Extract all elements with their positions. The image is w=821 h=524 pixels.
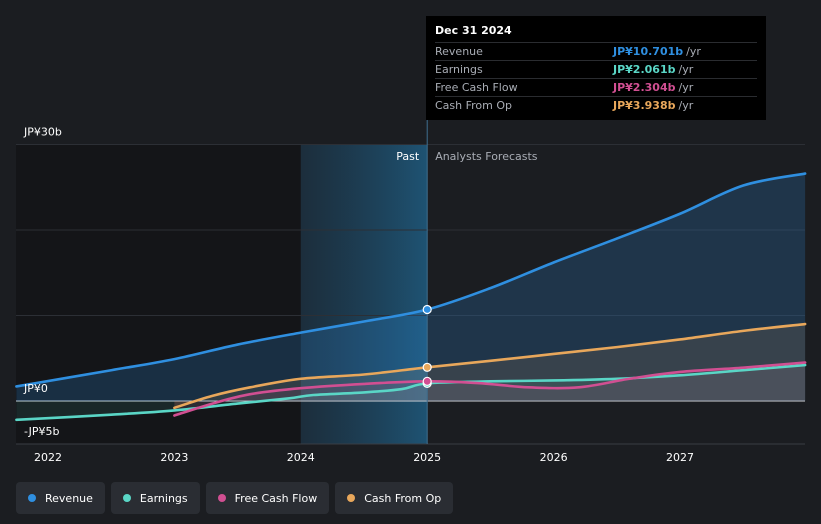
x-tick-label: 2024: [287, 451, 315, 464]
tooltip-row-free-cash-flow: Free Cash Flow JP¥2.304b /yr: [435, 78, 757, 96]
tooltip-value: JP¥3.938b: [613, 99, 676, 112]
tooltip-unit: /yr: [678, 99, 694, 112]
tooltip-unit: /yr: [678, 81, 694, 94]
tooltip-label: Earnings: [435, 63, 483, 76]
free-cash-flow-line: [173, 361, 807, 417]
tooltip-value: JP¥10.701b: [613, 45, 684, 58]
cash-from-op-marker: [422, 362, 432, 372]
legend-dot-icon: [347, 494, 356, 502]
x-tick-label: 2022: [34, 451, 62, 464]
tooltip-markers: [422, 304, 432, 388]
tooltip: Dec 31 2024 Revenue JP¥10.701b /yr Earni…: [426, 16, 766, 120]
gridlines: [16, 144, 805, 445]
tooltip-row-revenue: Revenue JP¥10.701b /yr: [435, 42, 757, 60]
tooltip-label: Free Cash Flow: [435, 81, 518, 94]
past-label: Past: [396, 150, 420, 163]
legend-label: Revenue: [45, 491, 93, 505]
tooltip-unit: /yr: [678, 63, 694, 76]
revenue-marker: [422, 304, 432, 315]
tooltip-value: JP¥2.304b: [613, 81, 676, 94]
x-tick-label: 2027: [666, 451, 694, 464]
forecast-label: Analysts Forecasts: [435, 150, 538, 163]
legend: Revenue Earnings Free Cash Flow Cash Fro…: [16, 482, 454, 514]
x-tick-label: 2026: [540, 451, 568, 464]
tooltip-label: Cash From Op: [435, 99, 513, 112]
tooltip-row-cash-from-op: Cash From Op JP¥3.938b /yr: [435, 96, 757, 114]
legend-item-earnings[interactable]: Earnings: [110, 482, 200, 514]
y-tick-label: JP¥0: [23, 382, 48, 395]
legend-item-free-cash-flow[interactable]: Free Cash Flow: [205, 482, 330, 514]
earnings-line: [15, 363, 807, 422]
legend-label: Cash From Op: [364, 491, 442, 505]
legend-dot-icon: [28, 494, 36, 502]
legend-item-cash-from-op[interactable]: Cash From Op: [335, 482, 454, 514]
x-tick-label: 2025: [413, 451, 441, 464]
legend-label: Earnings: [139, 491, 188, 505]
legend-dot-icon: [217, 494, 226, 502]
legend-item-revenue[interactable]: Revenue: [16, 482, 105, 514]
revenue-area: [16, 173, 806, 401]
tooltip-label: Revenue: [435, 45, 483, 58]
tooltip-value: JP¥2.061b: [613, 63, 676, 76]
cash-from-op-line: [173, 322, 807, 410]
tooltip-unit: /yr: [686, 45, 701, 58]
free-cash-flow-marker: [422, 376, 432, 386]
x-tick-label: 2023: [160, 451, 188, 464]
y-axis-labels: JP¥30b JP¥0 -JP¥5b: [23, 126, 62, 438]
legend-dot-icon: [122, 494, 131, 502]
legend-label: Free Cash Flow: [234, 491, 318, 505]
tooltip-row-earnings: Earnings JP¥2.061b /yr: [435, 60, 757, 78]
tooltip-title: Dec 31 2024: [435, 24, 512, 37]
y-tick-label: -JP¥5b: [24, 425, 59, 438]
free-cash-flow-area: [174, 362, 806, 416]
x-axis-labels: 2022 2023 2024 2025 2026 2027: [34, 451, 694, 464]
y-tick-label: JP¥30b: [23, 126, 62, 139]
